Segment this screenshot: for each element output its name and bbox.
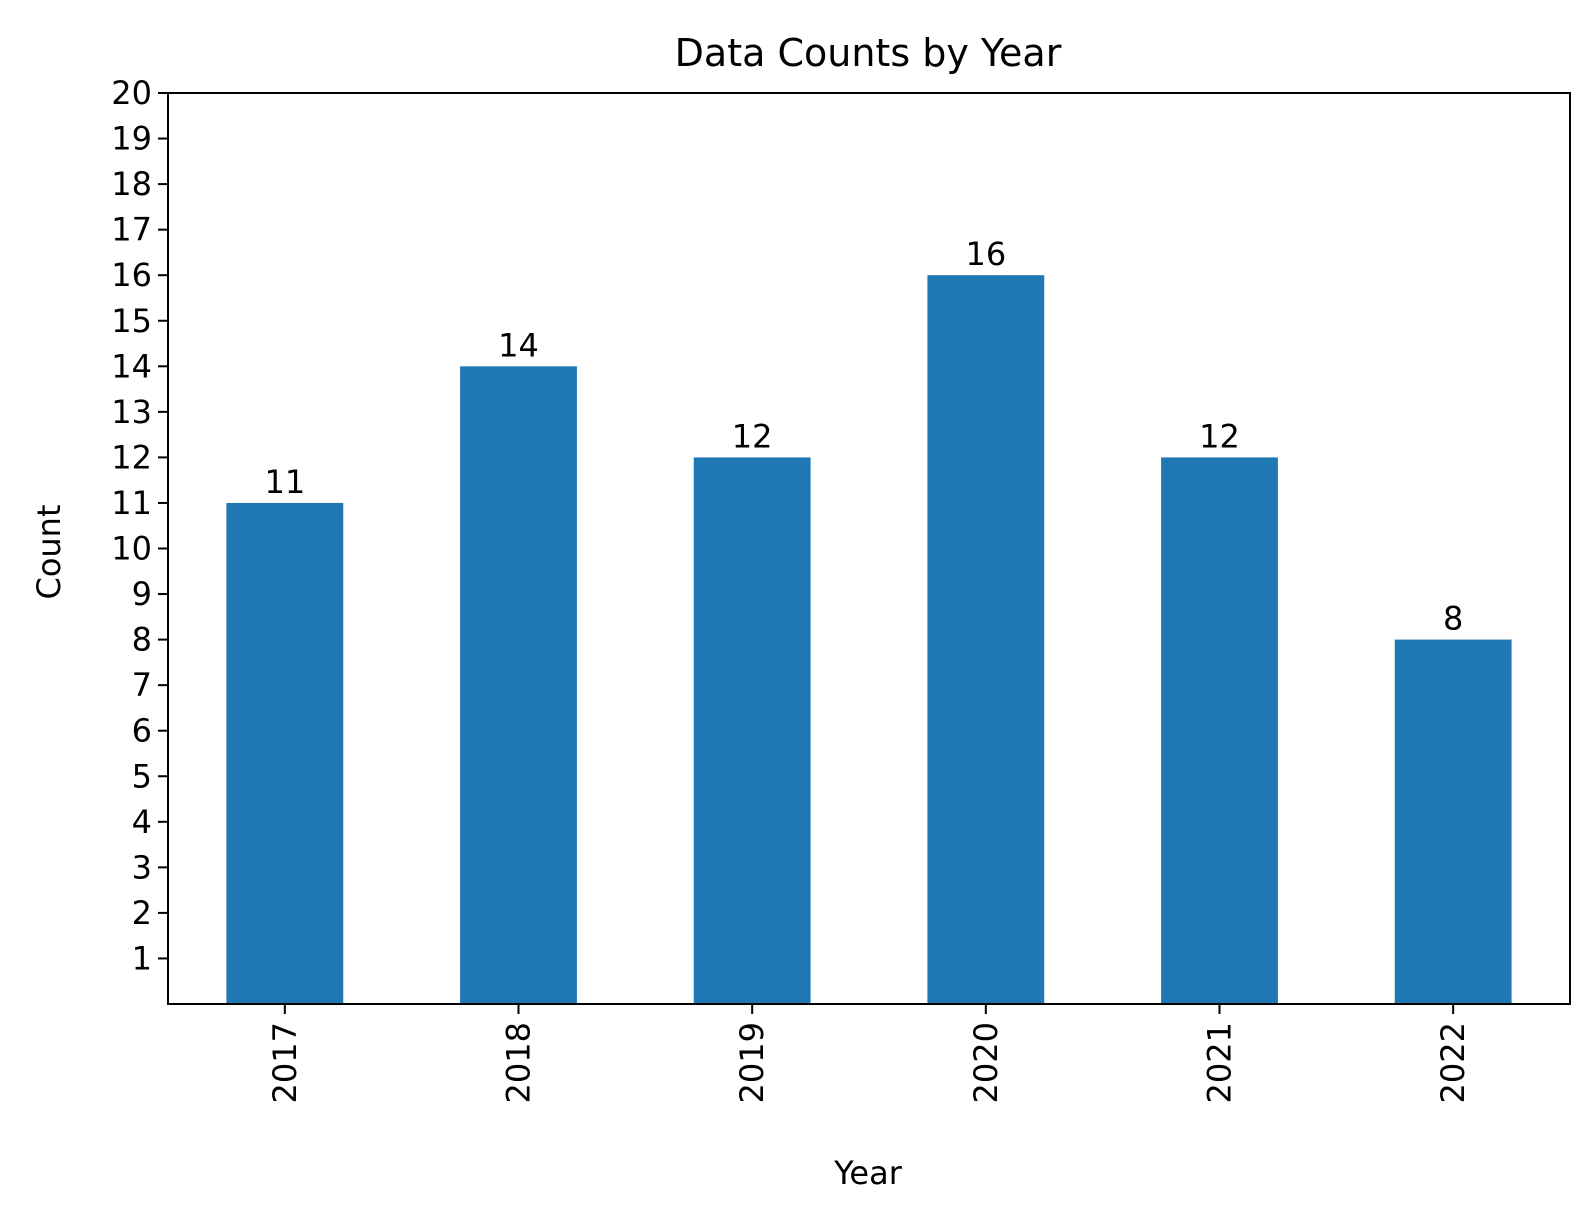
y-tick-label-14: 14 — [111, 347, 152, 385]
x-tick-label-2020: 2020 — [967, 1022, 1005, 1103]
chart-title: Data Counts by Year — [675, 31, 1062, 75]
y-tick-label-19: 19 — [111, 120, 152, 158]
x-tick-label-2018: 2018 — [500, 1022, 538, 1103]
y-tick-label-5: 5 — [132, 757, 152, 795]
y-tick-label-17: 17 — [111, 211, 152, 249]
y-tick-label-2: 2 — [132, 894, 152, 932]
y-tick-label-13: 13 — [111, 393, 152, 431]
y-tick-label-11: 11 — [111, 484, 152, 522]
data-label-2021: 12 — [1199, 417, 1240, 455]
bar-2020 — [927, 275, 1045, 1004]
y-tick-label-15: 15 — [111, 302, 152, 340]
x-axis-title: Year — [833, 1154, 903, 1192]
y-tick-label-4: 4 — [132, 803, 152, 841]
bar-2018 — [460, 366, 577, 1004]
y-tick-label-12: 12 — [111, 438, 152, 476]
data-label-2020: 16 — [965, 235, 1006, 273]
x-tick-label-2017: 2017 — [266, 1022, 304, 1103]
y-tick-label-10: 10 — [111, 530, 152, 568]
y-tick-label-1: 1 — [132, 939, 152, 977]
data-label-2017: 11 — [264, 463, 305, 501]
y-tick-label-6: 6 — [132, 712, 152, 750]
y-axis-title: Count — [30, 504, 68, 599]
y-tick-label-20: 20 — [111, 74, 152, 112]
x-tick-label-2022: 2022 — [1434, 1022, 1472, 1103]
x-tick-label-2019: 2019 — [733, 1022, 771, 1103]
y-tick-label-16: 16 — [111, 256, 152, 294]
bar-2017 — [226, 502, 344, 1004]
bar-2022 — [1394, 639, 1512, 1004]
bars-group — [226, 275, 1512, 1004]
plot-area-frame — [167, 92, 1571, 1005]
y-tick-label-8: 8 — [132, 621, 152, 659]
data-label-2018: 14 — [498, 326, 539, 364]
x-axis: 2017 2018 2019 2020 2021 2022 — [266, 1004, 1472, 1103]
bar-2021 — [1161, 457, 1278, 1004]
y-tick-label-3: 3 — [132, 848, 152, 886]
y-tick-label-18: 18 — [111, 165, 152, 203]
data-label-2019: 12 — [732, 417, 773, 455]
data-labels-group: 11 14 12 16 12 8 — [264, 235, 1463, 637]
data-label-2022: 8 — [1443, 600, 1463, 638]
y-tick-label-7: 7 — [132, 666, 152, 704]
x-tick-label-2021: 2021 — [1201, 1022, 1239, 1103]
y-tick-label-9: 9 — [132, 575, 152, 613]
bar-2019 — [693, 457, 811, 1004]
